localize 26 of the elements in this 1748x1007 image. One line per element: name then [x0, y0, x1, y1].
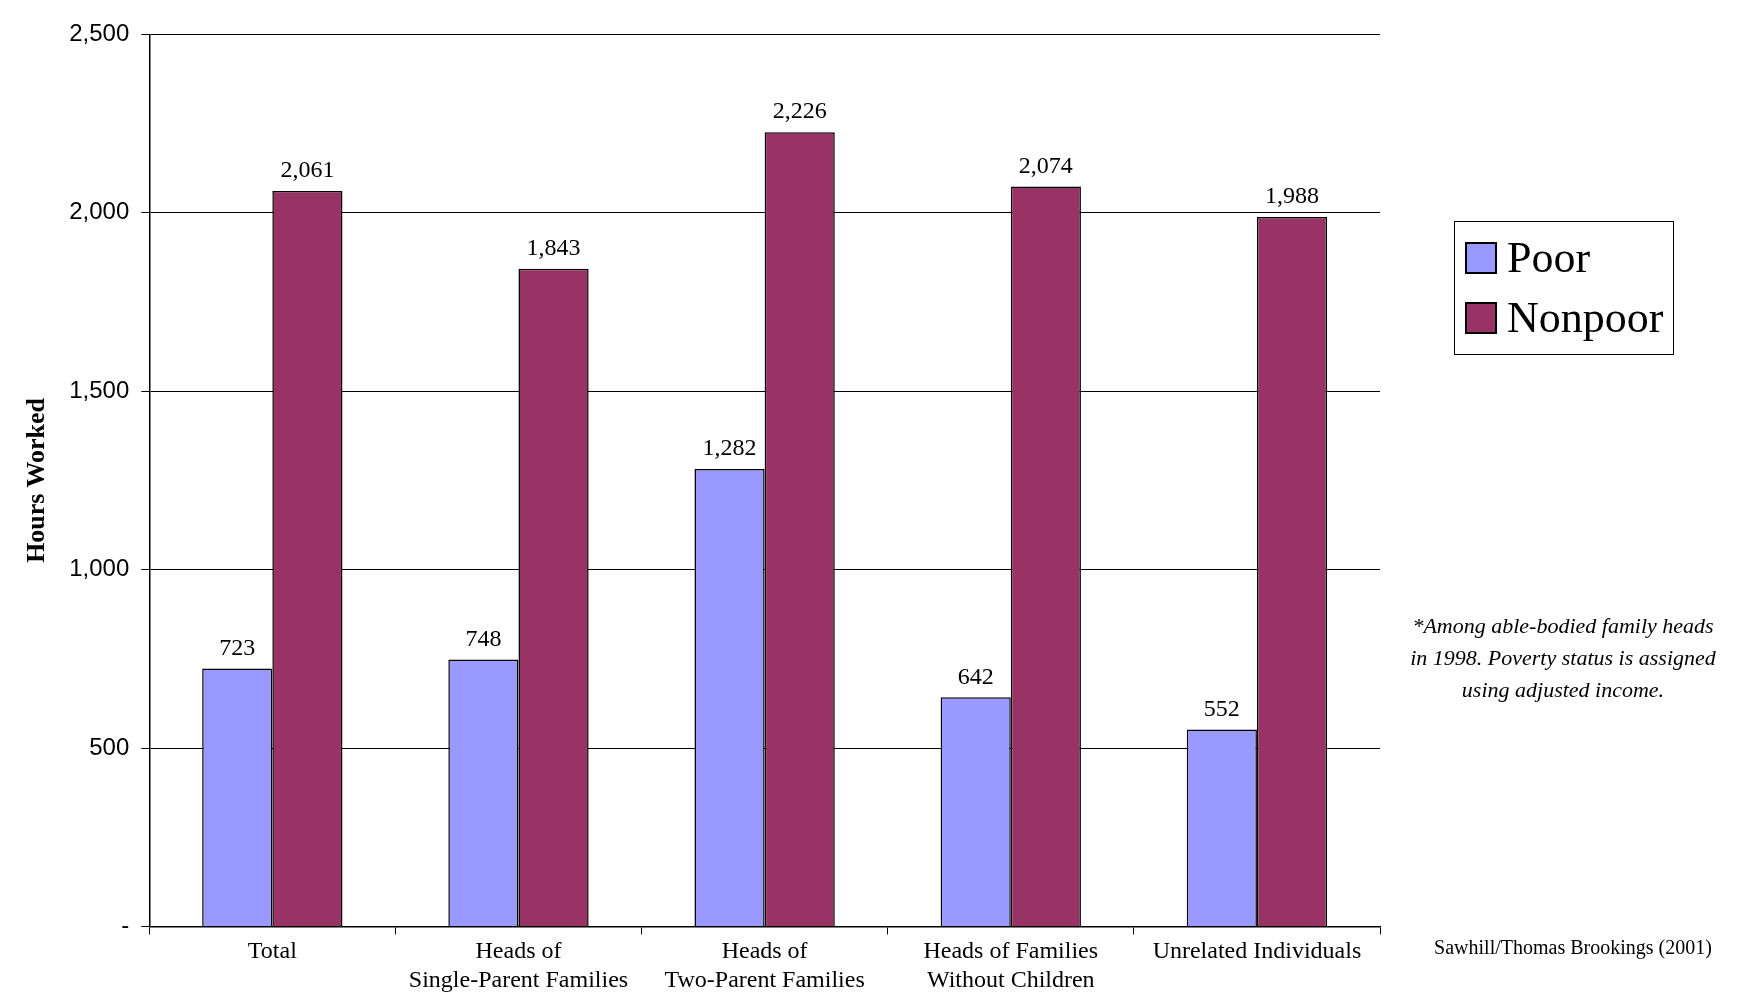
y-tick-label: 1,500	[69, 375, 130, 403]
x-tick-label: Unrelated Individuals	[1152, 937, 1362, 964]
data-label: 2,061	[280, 156, 335, 183]
data-label: 1,988	[1265, 182, 1319, 209]
legend-label: Poor	[1507, 232, 1591, 284]
data-label: 1,843	[526, 234, 581, 261]
x-tick-label: Heads of Families Without Children	[923, 937, 1099, 992]
data-label: 1,282	[702, 434, 757, 461]
x-tick-label: Heads of Single-Parent Families	[408, 937, 629, 992]
data-label: 642	[957, 662, 994, 689]
y-tick-label: 1,000	[69, 554, 130, 582]
data-label: 2,226	[772, 97, 827, 124]
y-axis-title: Hours Worked	[21, 397, 51, 563]
data-label: 723	[219, 633, 256, 660]
legend-label: Nonpoor	[1507, 292, 1664, 344]
y-tick-label: 2,500	[69, 19, 130, 47]
y-tick-label: -	[121, 911, 130, 939]
y-tick-label: 2,000	[69, 197, 130, 225]
text: *Among able-bodied family heads in 1998. Poverty status is assigned using adjusted income.	[1409, 612, 1717, 704]
data-label: 748	[465, 624, 502, 651]
text: Sawhill/Thomas Brookings (2001)	[1433, 936, 1713, 959]
y-tick-label: 500	[89, 732, 130, 760]
x-tick-label: Total	[247, 937, 298, 964]
data-label: 552	[1203, 694, 1240, 721]
data-label: 2,074	[1018, 151, 1073, 178]
x-tick-label: Heads of Two-Parent Families	[664, 937, 865, 992]
